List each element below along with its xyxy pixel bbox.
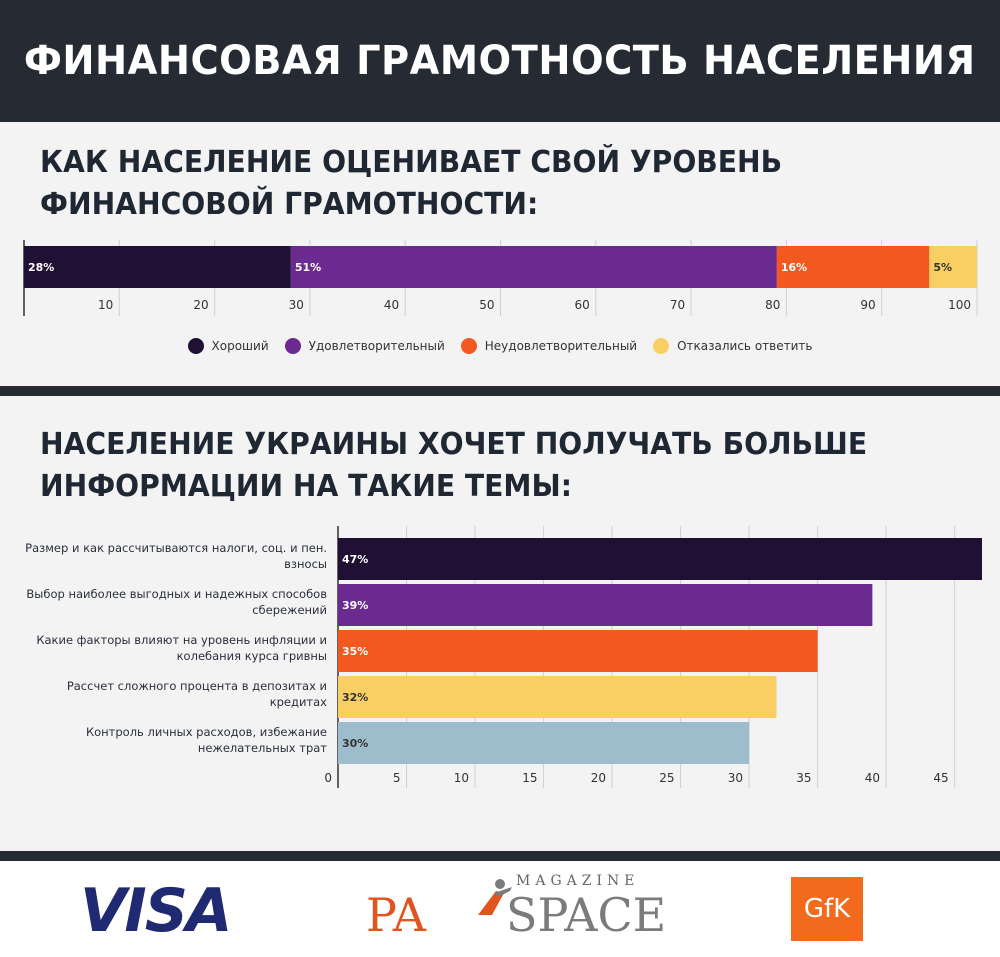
data-label: 32%	[342, 691, 368, 704]
visa-logo: VISA	[80, 876, 232, 946]
header-banner: ФИНАНСОВАЯ ГРАМОТНОСТЬ НАСЕЛЕНИЯ	[0, 0, 1000, 122]
legend-label: Отказались ответить	[677, 339, 813, 353]
topics-chart: 0 5 10 15 20 25 30 35 40 45 47% Размер и как рассчи…	[25, 526, 982, 788]
category-label: Размер и как рассчитываются налоги, соц.…	[25, 541, 327, 555]
stacked-bar-segment	[290, 246, 777, 288]
stacked-bar-segment	[929, 246, 977, 288]
legend-item: Отказались ответить	[653, 338, 812, 354]
payspace-pay-text: PA	[366, 888, 426, 942]
category-label: Выбор наиболее выгодных и надежных спосо…	[26, 587, 327, 601]
stacked-bar-segment	[24, 246, 291, 288]
legend-swatch	[653, 338, 670, 354]
x-tick-label: 40	[865, 771, 880, 785]
self-assessment-legend: Хороший Удовлетворительный Неудовлетворите…	[0, 338, 1000, 354]
bar	[338, 538, 982, 580]
self-assessment-panel: КАК НАСЕЛЕНИЕ ОЦЕНИВАЕТ СВОЙ УРОВЕНЬ ФИН…	[0, 122, 1000, 386]
legend-item: Неудовлетворительный	[460, 338, 638, 354]
x-tick-label: 50	[479, 298, 494, 312]
x-tick-label: 35	[796, 771, 811, 785]
x-tick-label: 60	[575, 298, 590, 312]
self-assessment-chart: 10 20 30 40 50 60 70 80 90 100 28% 51% 16% 5%	[23, 240, 978, 316]
bar	[338, 722, 750, 764]
x-tick-label: 45	[933, 771, 948, 785]
category-label: Какие факторы влияют на уровень инфляции…	[36, 633, 327, 647]
legend-label: Хороший	[211, 339, 269, 353]
category-label: взносы	[284, 557, 327, 571]
footer-divider	[0, 851, 1000, 861]
data-label: 35%	[342, 645, 368, 658]
category-label: сбережений	[252, 603, 327, 617]
payspace-figure-icon	[478, 879, 512, 915]
gfk-logo: GfK	[791, 877, 863, 941]
x-tick-label: 10	[454, 771, 469, 785]
category-label: кредитах	[270, 695, 327, 709]
x-tick-label: 80	[765, 298, 780, 312]
footer-logos: VISA MAGAZINE PA SPACE GfK	[0, 861, 1000, 957]
x-tick-label: 70	[670, 298, 685, 312]
legend-label: Неудовлетворительный	[484, 339, 638, 353]
bar	[338, 584, 873, 626]
x-tick-label: 10	[98, 298, 113, 312]
x-tick-label: 30	[728, 771, 743, 785]
data-label: 16%	[781, 261, 807, 274]
section-divider	[0, 386, 1000, 396]
x-tick-label: 20	[193, 298, 208, 312]
data-label: 51%	[295, 261, 321, 274]
x-tick-label: 30	[289, 298, 304, 312]
x-tick-label: 15	[522, 771, 537, 785]
topics-title: НАСЕЛЕНИЕ УКРАИНЫ ХОЧЕТ ПОЛУЧАТЬ БОЛЬШЕ …	[40, 427, 868, 504]
payspace-magazine-text: MAGAZINE	[516, 873, 640, 889]
x-tick-label: 90	[860, 298, 875, 312]
page-title: ФИНАНСОВАЯ ГРАМОТНОСТЬ НАСЕЛЕНИЯ	[24, 38, 976, 84]
data-label: 5%	[933, 261, 952, 274]
x-tick-label: 5	[393, 771, 401, 785]
x-tick-label: 100	[948, 298, 971, 312]
legend-item: Удовлетворительный	[284, 338, 445, 354]
category-label: нежелательных трат	[198, 741, 327, 755]
legend-item: Хороший	[187, 338, 269, 354]
x-tick-label: 20	[591, 771, 606, 785]
data-label: 28%	[28, 261, 54, 274]
x-tick-label: 0	[324, 771, 332, 785]
legend-swatch	[460, 338, 477, 354]
legend-label: Удовлетворительный	[308, 339, 445, 353]
data-label: 39%	[342, 599, 368, 612]
bar	[338, 630, 818, 672]
legend-swatch	[284, 338, 301, 354]
bar	[338, 676, 777, 718]
topics-panel: НАСЕЛЕНИЕ УКРАИНЫ ХОЧЕТ ПОЛУЧАТЬ БОЛЬШЕ …	[0, 396, 1000, 851]
self-assessment-title: КАК НАСЕЛЕНИЕ ОЦЕНИВАЕТ СВОЙ УРОВЕНЬ ФИН…	[40, 145, 783, 222]
x-tick-label: 25	[659, 771, 674, 785]
legend-swatch	[187, 338, 204, 354]
data-label: 47%	[342, 553, 368, 566]
category-label: колебания курса гривны	[177, 649, 327, 663]
x-tick-label: 40	[384, 298, 399, 312]
category-label: Рассчет сложного процента в депозитах и	[67, 679, 327, 693]
payspace-logo: MAGAZINE PA SPACE	[366, 871, 666, 951]
category-label: Контроль личных расходов, избежание	[86, 725, 327, 739]
stacked-bar-segment	[776, 246, 930, 288]
payspace-space-text: SPACE	[506, 888, 667, 942]
data-label: 30%	[342, 737, 368, 750]
